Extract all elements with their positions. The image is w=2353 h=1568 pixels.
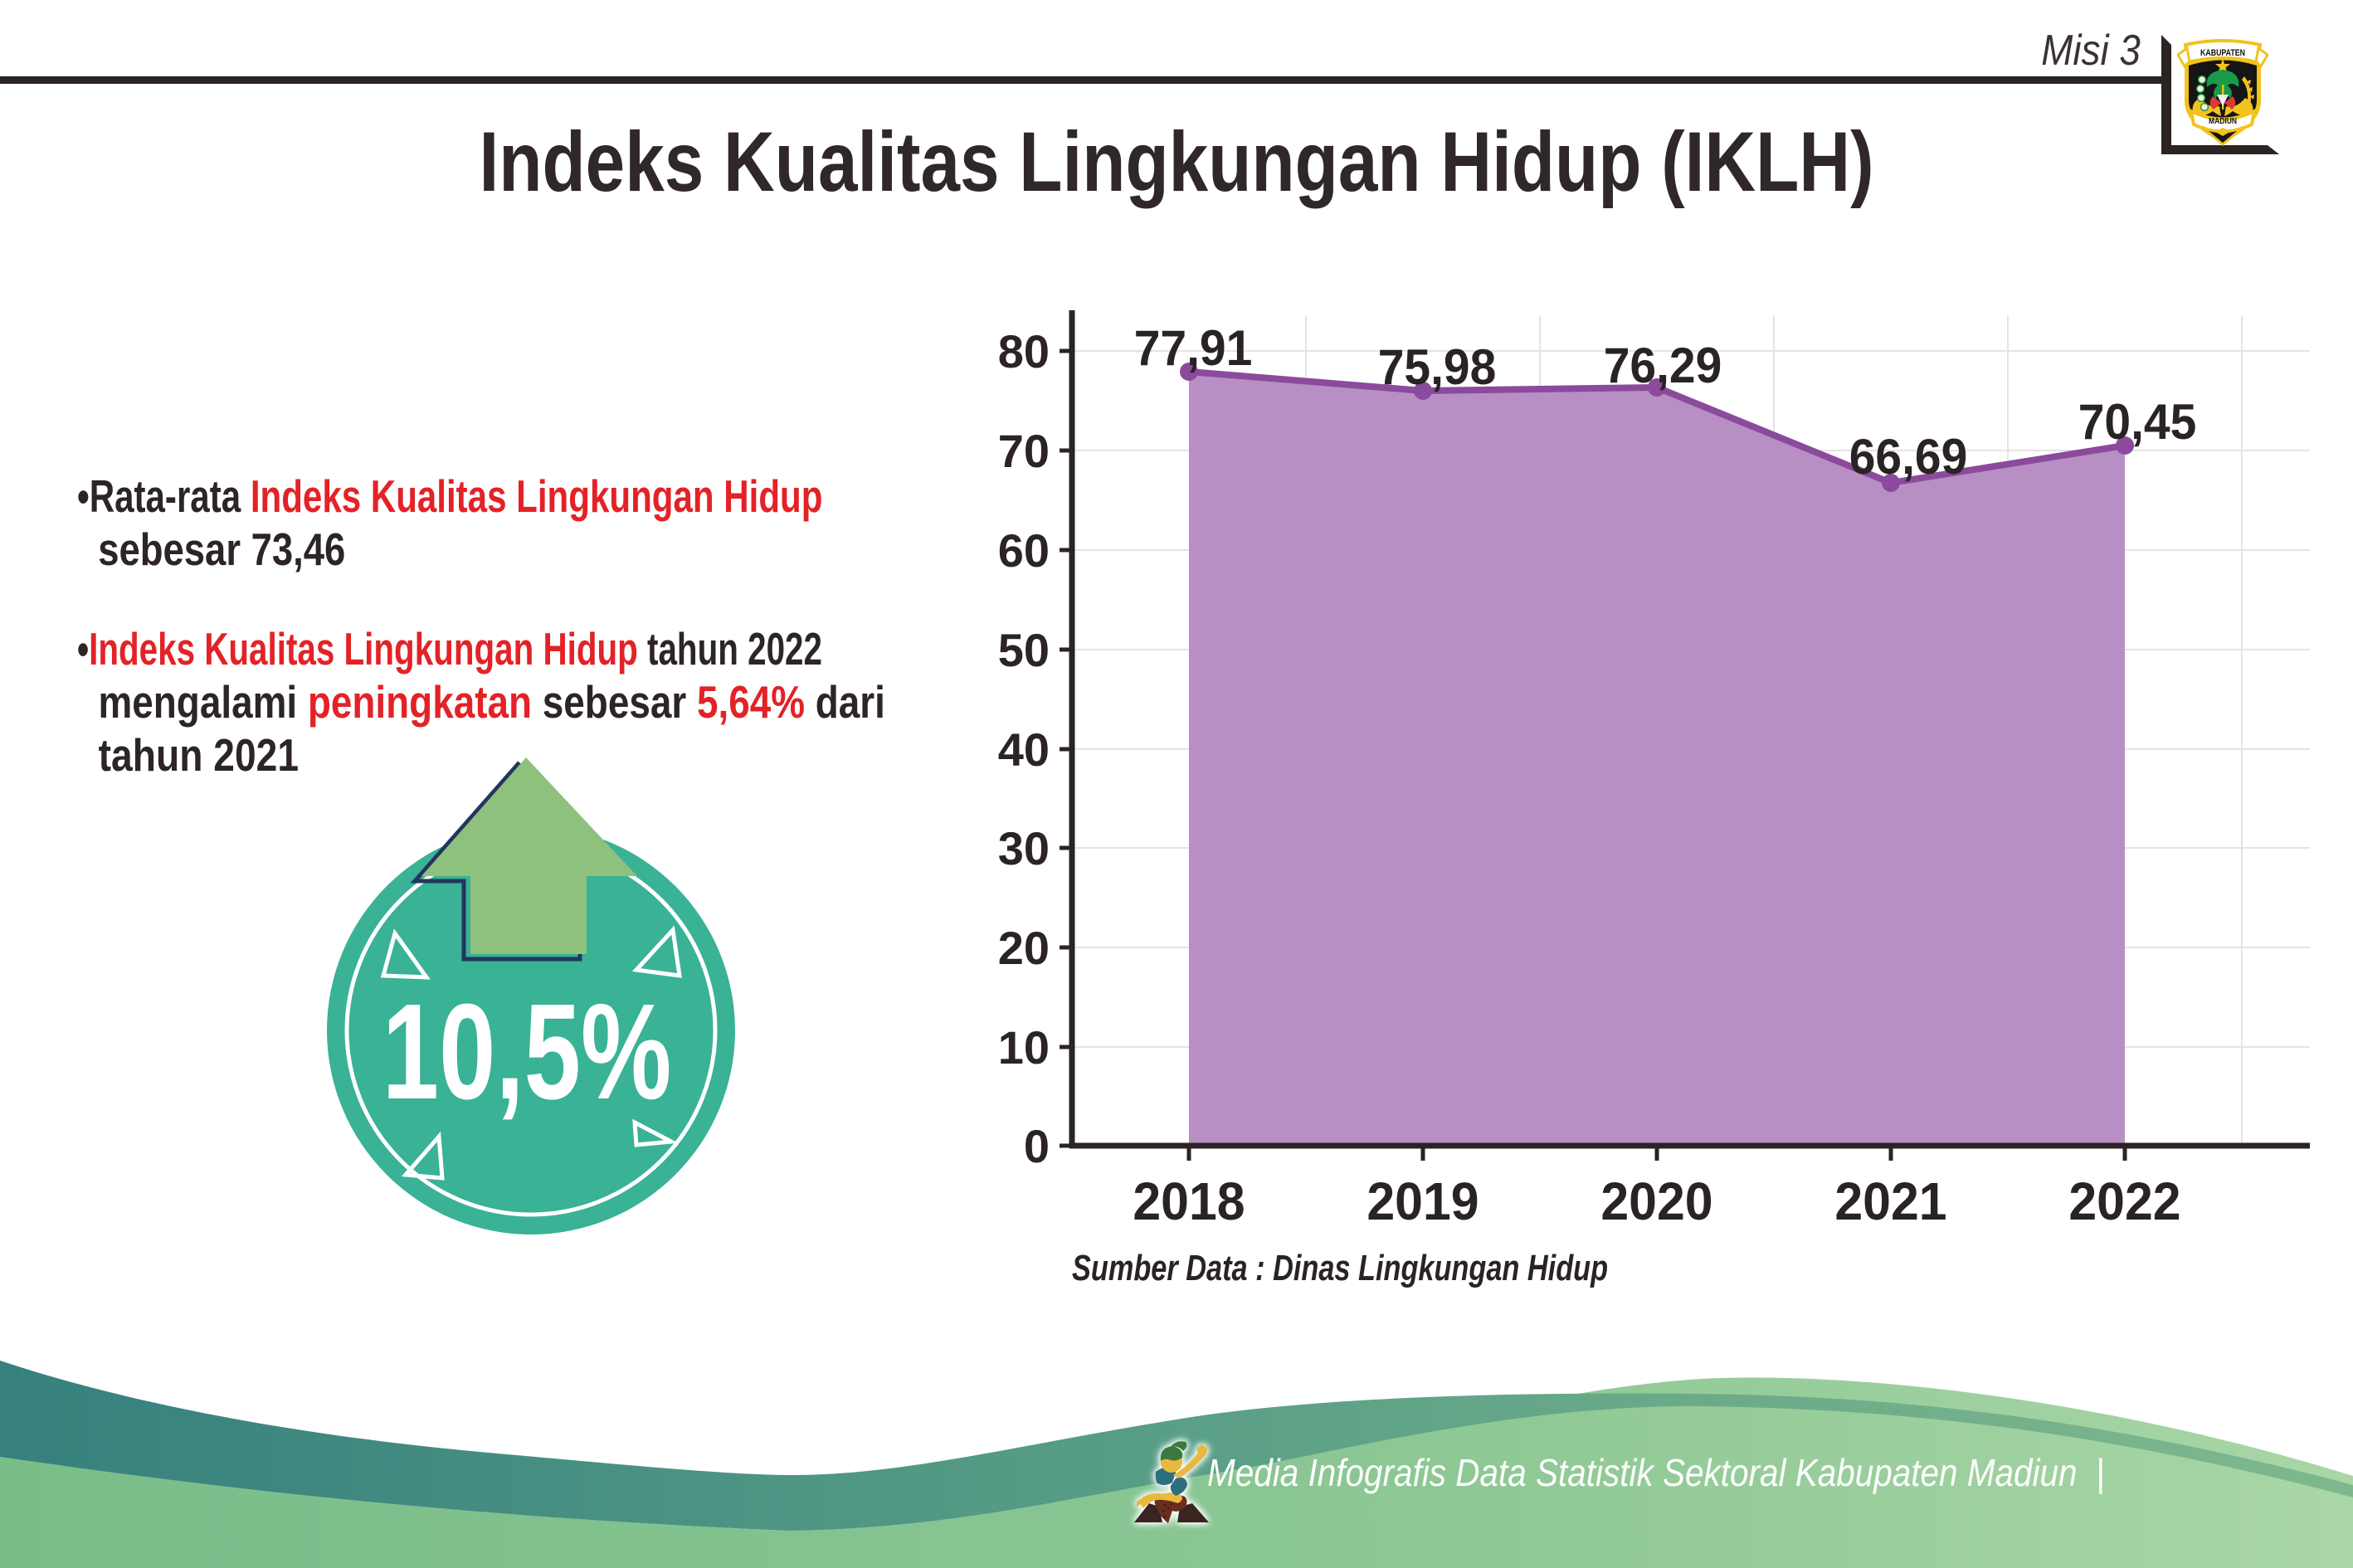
svg-text:0: 0 <box>1024 1120 1050 1172</box>
svg-text:KABUPATEN: KABUPATEN <box>2200 48 2245 58</box>
svg-text:60: 60 <box>998 524 1050 577</box>
svg-text:30: 30 <box>998 822 1050 874</box>
svg-text:66,69: 66,69 <box>1849 430 1968 485</box>
svg-text:70: 70 <box>998 425 1050 477</box>
svg-text:75,98: 75,98 <box>1378 340 1497 396</box>
svg-text:20: 20 <box>998 922 1050 974</box>
svg-text:10,5%: 10,5% <box>382 976 672 1127</box>
svg-text:MADIUN: MADIUN <box>2209 116 2237 125</box>
svg-text:50: 50 <box>998 624 1050 676</box>
svg-text:2019: 2019 <box>1366 1172 1479 1232</box>
svg-text:10: 10 <box>998 1021 1050 1074</box>
svg-text:2018: 2018 <box>1133 1172 1245 1232</box>
svg-text:2022: 2022 <box>2068 1172 2180 1232</box>
svg-text:76,29: 76,29 <box>1604 338 1722 394</box>
svg-text:Sumber Data : Dinas Lingkungan: Sumber Data : Dinas Lingkungan Hidup <box>1072 1248 1608 1288</box>
svg-text:2020: 2020 <box>1600 1172 1712 1232</box>
svg-text:2021: 2021 <box>1834 1172 1946 1232</box>
svg-text:80: 80 <box>998 325 1050 377</box>
svg-text:77,91: 77,91 <box>1134 321 1253 377</box>
svg-text:70,45: 70,45 <box>2078 395 2197 450</box>
svg-text:40: 40 <box>998 723 1050 776</box>
